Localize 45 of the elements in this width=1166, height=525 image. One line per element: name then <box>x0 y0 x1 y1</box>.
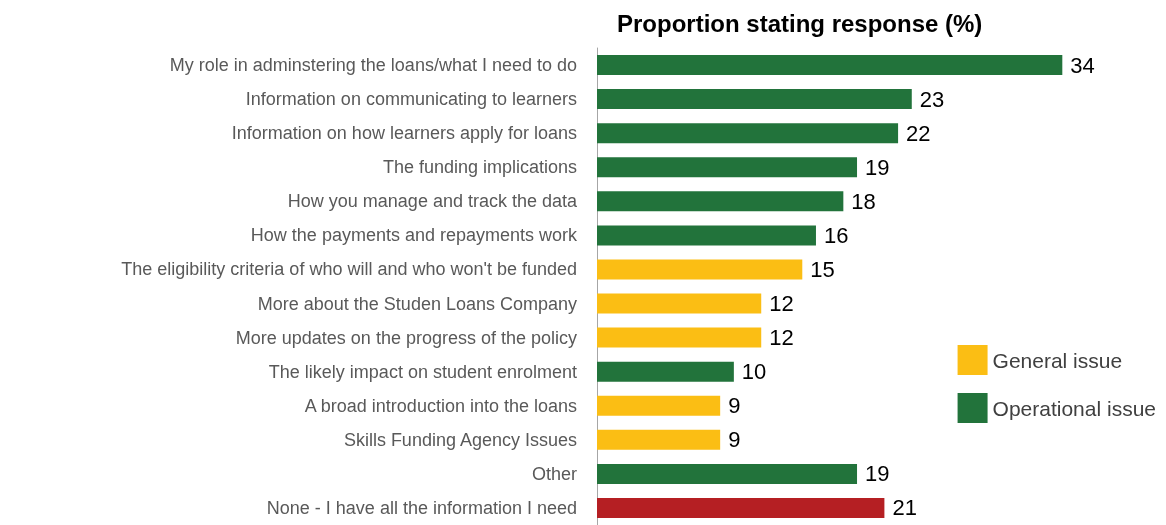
y-tick-label: My role in adminstering the loans/what I need to do <box>169 55 577 76</box>
data-label: 16 <box>823 222 849 248</box>
y-tick-label: Information on how learners apply for loans <box>231 123 577 144</box>
y-tick-label: How the payments and repayments work <box>250 225 578 246</box>
data-label: 15 <box>810 256 835 282</box>
chart-title: Proportion stating response (%) <box>617 9 983 37</box>
data-label: 23 <box>919 86 945 112</box>
data-label: 21 <box>892 495 917 521</box>
bar <box>597 123 899 144</box>
y-tick-label: The funding implications <box>382 157 577 178</box>
bar <box>597 497 885 518</box>
y-tick-label: Information on communicating to learners <box>245 89 577 110</box>
bar <box>597 361 734 382</box>
y-tick-label: More updates on the progress of the policy <box>235 327 577 348</box>
bar <box>597 55 1063 76</box>
data-label: 9 <box>728 393 741 419</box>
bar <box>597 327 762 348</box>
bar <box>597 89 912 110</box>
bar <box>597 429 721 450</box>
bar <box>597 463 858 484</box>
y-tick-label: Other <box>531 463 577 484</box>
data-label: 18 <box>851 188 876 214</box>
y-tick-label: None - I have all the information I need <box>266 497 577 518</box>
data-label: 9 <box>728 427 741 453</box>
data-label: 34 <box>1070 52 1095 78</box>
data-label: 10 <box>741 359 767 385</box>
y-tick-label: The likely impact on student enrolment <box>268 361 577 382</box>
bar <box>597 191 844 212</box>
bar <box>597 157 858 178</box>
data-label: 19 <box>865 154 890 180</box>
y-tick-label: Skills Funding Agency Issues <box>343 429 577 450</box>
y-tick-label: A broad introduction into the loans <box>304 395 577 416</box>
data-label: 12 <box>769 291 794 317</box>
bar <box>597 225 816 246</box>
legend-label: Operational issue <box>992 396 1157 420</box>
y-tick-label: How you manage and track the data <box>287 191 578 212</box>
y-tick-label: The eligibility criteria of who will and who won't be funded <box>121 259 577 280</box>
data-label: 12 <box>769 325 794 351</box>
legend-label: General issue <box>992 348 1123 372</box>
data-label: 22 <box>906 120 931 146</box>
bar <box>597 293 762 314</box>
bar <box>597 259 803 280</box>
y-tick-label: More about the Studen Loans Company <box>257 293 577 314</box>
data-label: 19 <box>865 461 890 487</box>
bar <box>597 395 721 416</box>
